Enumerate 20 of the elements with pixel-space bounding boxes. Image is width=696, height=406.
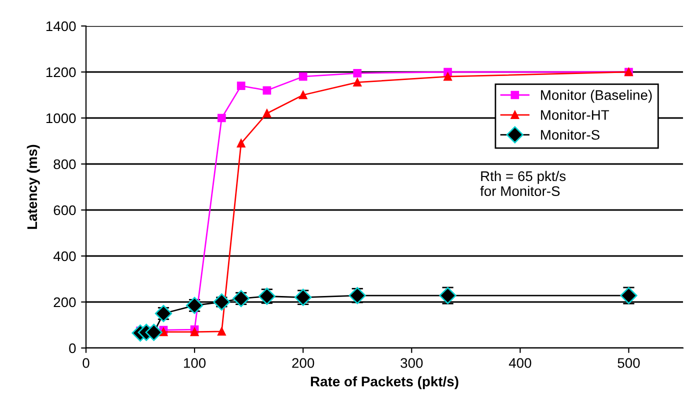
legend-label: Monitor-S: [541, 130, 600, 140]
x-axis-title: Rate of Packets (pkt/s): [310, 376, 458, 390]
y-tick-label: 600: [54, 205, 76, 216]
x-tick-label: 0: [82, 358, 90, 368]
x-tick-label: 100: [184, 358, 206, 368]
y-tick-label: 1400: [46, 21, 76, 32]
y-tick-label: 800: [54, 159, 76, 170]
y-tick-label: 400: [53, 251, 76, 262]
legend-label: Monitor-HT: [541, 110, 610, 120]
y-tick-label: 200: [54, 297, 76, 308]
legend-label: Monitor (Baseline): [541, 90, 652, 103]
annotation: Rth = 65 pkt/s for Monitor-S: [480, 170, 566, 196]
y-tick-label: 0: [69, 343, 76, 354]
x-tick-label: 200: [292, 358, 314, 368]
x-tick-label: 300: [400, 358, 423, 368]
x-tick-label: 400: [508, 358, 532, 368]
y-axis-title: Latency (ms): [26, 144, 40, 229]
x-tick-label: 500: [618, 358, 640, 368]
y-tick-label: 1000: [46, 113, 76, 124]
y-tick-label: 1200: [46, 67, 76, 78]
